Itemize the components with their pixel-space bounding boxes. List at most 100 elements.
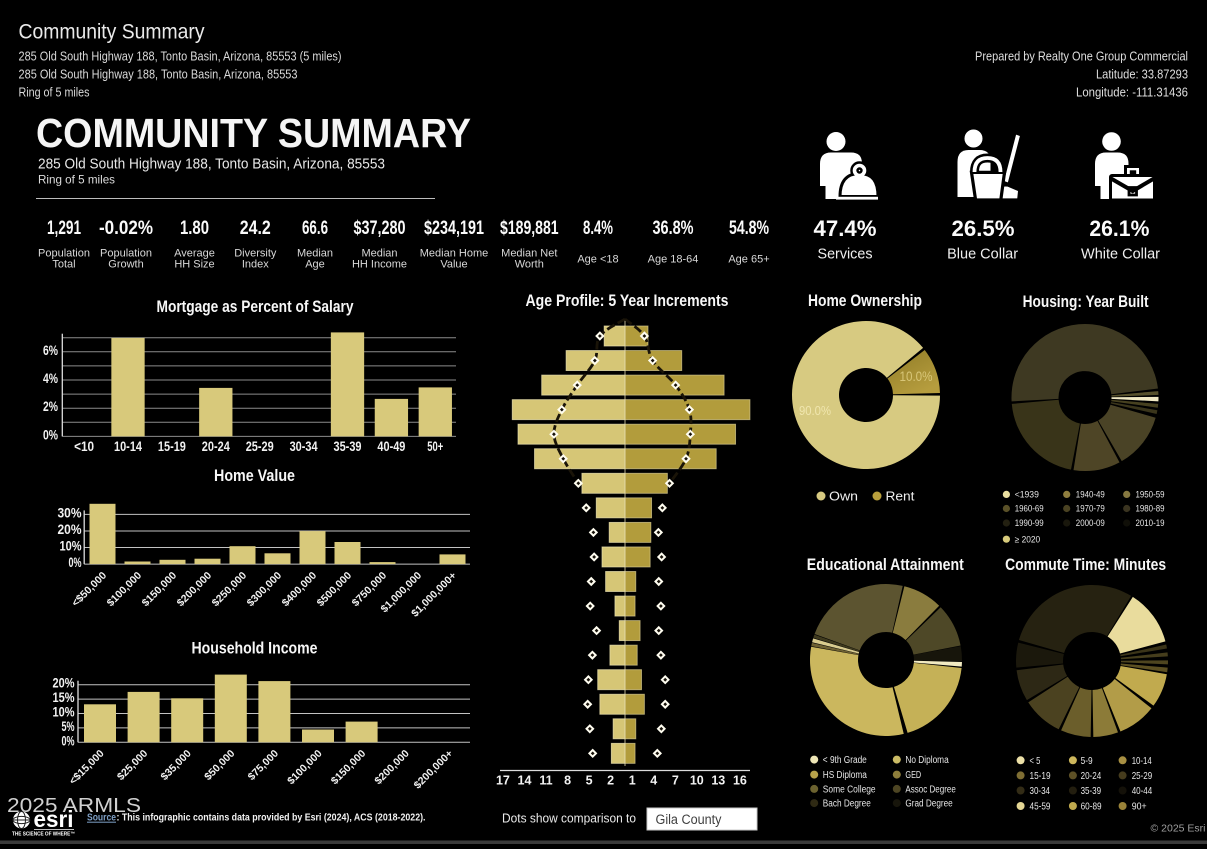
svg-text:25-29: 25-29 [246, 438, 274, 454]
svg-text:10-14: 10-14 [1132, 755, 1152, 767]
svg-text:Grad Degree: Grad Degree [905, 799, 953, 810]
svg-text:16: 16 [733, 774, 747, 788]
svg-text:Commute Time: Minutes: Commute Time: Minutes [1005, 555, 1166, 574]
svg-text:Housing: Year Built: Housing: Year Built [1023, 292, 1149, 311]
svg-text:10%: 10% [60, 539, 82, 554]
svg-text:1960-69: 1960-69 [1015, 504, 1044, 514]
svg-text:-0.02%: -0.02% [99, 218, 153, 239]
svg-text:≥ 2020: ≥ 2020 [1015, 534, 1040, 544]
svg-text:Household Income: Household Income [192, 639, 318, 658]
svg-text:4%: 4% [43, 371, 58, 386]
svg-text:Median: Median [297, 248, 333, 260]
svg-text:Population: Population [38, 248, 90, 260]
svg-text:Worth: Worth [515, 259, 544, 271]
svg-text:Ring of 5 miles: Ring of 5 miles [19, 86, 90, 100]
svg-text:10.0%: 10.0% [900, 369, 933, 384]
svg-text:HH Size: HH Size [174, 259, 214, 271]
svg-text:HH Income: HH Income [352, 259, 407, 271]
svg-text:Value: Value [440, 259, 467, 271]
svg-text:40-49: 40-49 [377, 438, 405, 454]
svg-text:90+: 90+ [1132, 801, 1147, 813]
svg-text:$234,191: $234,191 [424, 218, 484, 239]
svg-text:Age 18-64: Age 18-64 [648, 254, 699, 266]
svg-text:Population: Population [100, 248, 152, 260]
svg-text:2025 ARMLS: 2025 ARMLS [7, 794, 141, 817]
svg-text:1940-49: 1940-49 [1076, 490, 1105, 500]
svg-text:66.6: 66.6 [302, 218, 328, 239]
svg-text:60-89: 60-89 [1081, 801, 1102, 813]
svg-text:Total: Total [52, 259, 75, 271]
svg-text:285 Old South Highway 188, Ton: 285 Old South Highway 188, Tonto Basin, … [19, 68, 298, 82]
svg-text:47.4%: 47.4% [814, 216, 877, 241]
svg-text:< 5: < 5 [1030, 755, 1041, 767]
svg-text:< 9th Grade: < 9th Grade [823, 755, 867, 766]
svg-text:30-34: 30-34 [290, 438, 318, 454]
svg-text:13: 13 [711, 774, 725, 788]
svg-text:esri: esri [34, 806, 74, 832]
svg-text:Age 65+: Age 65+ [728, 254, 769, 266]
svg-text:Average: Average [174, 248, 215, 260]
svg-text:36.8%: 36.8% [653, 218, 694, 239]
svg-text:2000-09: 2000-09 [1076, 518, 1105, 528]
svg-text:Some College: Some College [823, 784, 876, 795]
svg-text:17: 17 [496, 774, 510, 788]
svg-text:54.8%: 54.8% [729, 218, 769, 239]
svg-text:1,291: 1,291 [47, 218, 81, 239]
svg-text:45-59: 45-59 [1030, 801, 1051, 813]
svg-text:24.2: 24.2 [240, 218, 271, 239]
svg-text:35-39: 35-39 [1081, 785, 1102, 797]
svg-text:Median: Median [361, 248, 397, 260]
svg-text:Ring of 5 miles: Ring of 5 miles [38, 173, 115, 187]
svg-text:20-24: 20-24 [202, 438, 230, 454]
svg-text:Assoc Degree: Assoc Degree [905, 784, 956, 795]
svg-text:90.0%: 90.0% [799, 403, 831, 418]
svg-text:7: 7 [672, 774, 679, 788]
svg-text:15-19: 15-19 [1030, 770, 1051, 782]
svg-text:Rent: Rent [886, 489, 915, 504]
svg-text:5%: 5% [62, 719, 75, 734]
svg-text:10%: 10% [53, 705, 75, 720]
svg-text:5: 5 [586, 774, 593, 788]
svg-text:Median Home: Median Home [420, 248, 488, 260]
svg-text:Source: Source [87, 813, 116, 824]
svg-text:4: 4 [650, 774, 657, 788]
svg-text:15-19: 15-19 [158, 438, 186, 454]
svg-text:© 2025 Esri: © 2025 Esri [1150, 823, 1205, 835]
svg-text:: This infographic contains da: : This infographic contains data provide… [117, 813, 426, 824]
svg-text:Age: Age [305, 259, 325, 271]
svg-text:Services: Services [818, 247, 873, 263]
svg-text:5-9: 5-9 [1081, 755, 1093, 767]
svg-text:11: 11 [539, 774, 552, 788]
svg-text:Home Ownership: Home Ownership [808, 291, 922, 310]
svg-text:1: 1 [629, 774, 636, 788]
svg-text:1980-89: 1980-89 [1136, 504, 1165, 514]
svg-text:Age <18: Age <18 [577, 254, 618, 266]
svg-text:Community Summary: Community Summary [19, 20, 205, 44]
svg-text:20-24: 20-24 [1081, 770, 1102, 782]
svg-text:Median Net: Median Net [501, 248, 557, 260]
svg-text:<1939: <1939 [1015, 490, 1039, 500]
svg-text:26.5%: 26.5% [952, 216, 1015, 241]
svg-text:Diversity: Diversity [234, 248, 277, 260]
svg-text:0%: 0% [62, 733, 75, 748]
svg-text:10: 10 [690, 774, 704, 788]
svg-text:Index: Index [242, 259, 269, 271]
svg-text:Bach Degree: Bach Degree [823, 799, 871, 810]
svg-text:1950-59: 1950-59 [1136, 490, 1165, 500]
svg-text:<10: <10 [74, 438, 94, 454]
svg-text:10-14: 10-14 [114, 438, 142, 454]
svg-text:Longitude: -111.31436: Longitude: -111.31436 [1076, 86, 1188, 100]
svg-text:Age Profile: 5 Year Increments: Age Profile: 5 Year Increments [526, 291, 729, 310]
svg-text:GED: GED [905, 770, 921, 781]
svg-text:25-29: 25-29 [1132, 770, 1153, 782]
svg-text:30-34: 30-34 [1030, 785, 1051, 797]
svg-text:30%: 30% [58, 505, 82, 520]
svg-text:Mortgage as Percent of Salary: Mortgage as Percent of Salary [157, 297, 354, 316]
svg-text:$37,280: $37,280 [354, 218, 406, 239]
svg-text:COMMUNITY SUMMARY: COMMUNITY SUMMARY [36, 110, 471, 156]
svg-text:6%: 6% [43, 343, 58, 358]
svg-text:2010-19: 2010-19 [1136, 518, 1165, 528]
svg-text:35-39: 35-39 [334, 438, 362, 454]
svg-text:2%: 2% [43, 399, 58, 414]
svg-text:HS Diploma: HS Diploma [823, 770, 867, 781]
